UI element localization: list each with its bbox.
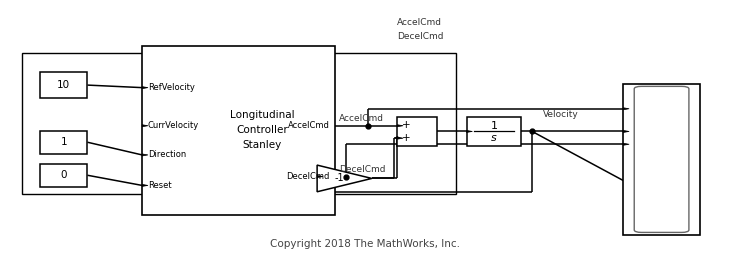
Polygon shape bbox=[317, 176, 323, 178]
Text: DecelCmd: DecelCmd bbox=[286, 172, 330, 181]
Text: RefVelocity: RefVelocity bbox=[148, 83, 195, 92]
Bar bbox=[40, 72, 87, 98]
Polygon shape bbox=[142, 87, 148, 89]
Text: AccelCmd: AccelCmd bbox=[288, 121, 330, 130]
Polygon shape bbox=[395, 136, 399, 138]
Text: CurrVelocity: CurrVelocity bbox=[148, 121, 199, 130]
Text: DecelCmd: DecelCmd bbox=[397, 32, 444, 41]
Text: Velocity: Velocity bbox=[543, 110, 579, 119]
Polygon shape bbox=[142, 184, 148, 186]
Bar bbox=[623, 84, 700, 235]
Text: Direction: Direction bbox=[148, 150, 186, 160]
Text: AccelCmd: AccelCmd bbox=[397, 18, 443, 27]
Text: 1: 1 bbox=[61, 137, 67, 147]
Text: +: + bbox=[402, 133, 410, 143]
Bar bbox=[40, 131, 87, 154]
Text: 1: 1 bbox=[491, 121, 497, 132]
Text: 10: 10 bbox=[57, 80, 71, 90]
Bar bbox=[40, 164, 87, 187]
Polygon shape bbox=[397, 125, 403, 127]
Polygon shape bbox=[623, 108, 629, 110]
Bar bbox=[142, 46, 335, 215]
Text: +: + bbox=[402, 120, 410, 130]
Polygon shape bbox=[142, 154, 148, 156]
Polygon shape bbox=[317, 165, 372, 192]
Polygon shape bbox=[397, 137, 403, 139]
Text: Reset: Reset bbox=[148, 181, 171, 190]
Polygon shape bbox=[142, 125, 148, 127]
Text: AccelCmd: AccelCmd bbox=[339, 114, 384, 123]
Text: DecelCmd: DecelCmd bbox=[339, 165, 386, 174]
Text: s: s bbox=[491, 133, 496, 143]
FancyBboxPatch shape bbox=[634, 86, 689, 232]
Bar bbox=[397, 117, 437, 146]
Polygon shape bbox=[623, 143, 629, 145]
Polygon shape bbox=[467, 131, 472, 133]
Text: Copyright 2018 The MathWorks, Inc.: Copyright 2018 The MathWorks, Inc. bbox=[270, 239, 459, 249]
Text: 0: 0 bbox=[61, 170, 67, 180]
Text: Longitudinal
Controller
Stanley: Longitudinal Controller Stanley bbox=[230, 110, 295, 150]
Polygon shape bbox=[623, 131, 629, 133]
Bar bbox=[467, 117, 521, 146]
Text: -1: -1 bbox=[334, 173, 344, 183]
Bar bbox=[22, 53, 456, 194]
